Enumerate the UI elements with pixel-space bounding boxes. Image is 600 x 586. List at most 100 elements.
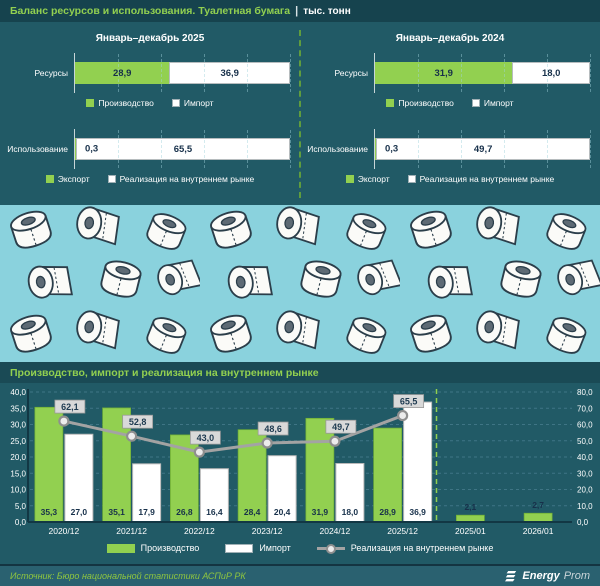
import-swatch [471, 99, 480, 107]
usage-legend: Экспорт Реализация на внутреннем рынке [300, 174, 600, 184]
export-segment: 0,3 [75, 138, 98, 160]
usage-row: Использование 0,3 65,5 [0, 129, 300, 169]
domestic-swatch [407, 175, 416, 183]
left-axis-tick: 25,0 [10, 437, 26, 446]
production-bar [456, 514, 485, 523]
line-value-box [393, 394, 425, 408]
production-segment: 28,9 [75, 62, 170, 84]
right-axis-tick: 30,0 [577, 469, 593, 478]
bar-value-label: 28,4 [244, 507, 261, 517]
gridline [590, 130, 591, 168]
panel-title: Январь–декабрь 2024 [395, 33, 505, 44]
legend-label: Реализация на внутреннем рынке [119, 174, 255, 184]
line-value-box [54, 399, 86, 414]
resources-row: Ресурсы 31,9 18,0 [300, 53, 600, 93]
line-point [397, 409, 409, 422]
export-segment: 0,3 [375, 138, 398, 160]
segment-value: 36,9 [220, 67, 239, 79]
export-swatch [345, 175, 354, 183]
domestic-segment: 65,5 [75, 138, 290, 160]
usage-row: Использование 0,3 49,7 [300, 129, 600, 169]
import-bar [64, 433, 94, 523]
unit-label: тыс. тонн [303, 5, 351, 17]
gridline [161, 130, 162, 168]
gridline [204, 130, 205, 168]
x-axis-label: 2025/01 [455, 526, 486, 536]
line-value-label: 52,8 [129, 417, 147, 427]
segment-value: 18,0 [541, 67, 561, 79]
left-axis-tick: 20,0 [10, 453, 26, 462]
row-label: Использование [307, 144, 368, 154]
title-separator: | [295, 5, 299, 17]
resources-legend: Производство Импорт [0, 98, 300, 108]
production-bar [34, 406, 64, 523]
line-value-box [189, 430, 221, 445]
axis-line [74, 129, 75, 169]
gridline [547, 130, 548, 168]
usage-bar: 0,3 65,5 [74, 129, 291, 169]
legend-label: Производство [98, 98, 154, 108]
legend-import: Импорт [225, 543, 291, 553]
x-axis-label: 2023/12 [252, 526, 283, 536]
line-value-label: 49,7 [332, 422, 350, 432]
energyprom-logo: Energy Prom [505, 570, 590, 583]
line-point [58, 415, 70, 427]
domestic-swatch [107, 175, 116, 183]
bar-value-label: 16,4 [206, 507, 223, 517]
usage-legend: Экспорт Реализация на внутреннем рынке [0, 174, 300, 184]
toilet-roll-pattern-icon [0, 205, 600, 362]
gridline [504, 54, 505, 92]
line-value-label: 48,6 [264, 424, 282, 434]
gridline [461, 130, 462, 168]
balance-section: Январь–декабрь 2025 Ресурсы 28,9 36,9 Пр… [0, 22, 600, 205]
right-axis-tick: 10,0 [577, 502, 593, 511]
line-value-box [122, 414, 154, 429]
right-axis-tick: 80,0 [577, 388, 593, 397]
x-axis-label: 2021/12 [116, 526, 147, 536]
import-bar [267, 455, 297, 523]
bar-value-label: 28,9 [379, 507, 396, 517]
bar-value-label: 18,0 [342, 507, 359, 517]
left-axis-tick: 40,0 [10, 388, 26, 397]
line-point [193, 446, 205, 458]
bar-value-label: 35,3 [41, 507, 58, 517]
right-axis-tick: 60,0 [577, 421, 593, 430]
gridline [547, 54, 548, 92]
gridline [418, 54, 419, 92]
bar-value-label: 2,1 [464, 502, 476, 512]
legend-label: Импорт [483, 98, 514, 108]
balance-panel-2024: Январь–декабрь 2024 Ресурсы 31,9 18,0 Пр… [300, 22, 600, 205]
production-bar [523, 512, 553, 523]
source-note: Источник: Бюро национальной статистики А… [10, 571, 246, 581]
gridline [161, 54, 162, 92]
gridline [247, 54, 248, 92]
balance-panel-2025: Январь–декабрь 2025 Ресурсы 28,9 36,9 Пр… [0, 22, 300, 205]
x-axis-label: 2022/12 [184, 526, 215, 536]
axis-line [374, 53, 375, 93]
production-swatch [106, 543, 135, 553]
x-axis-label: 2024/12 [320, 526, 351, 536]
bar-value-label: 2,7 [532, 500, 544, 510]
legend-label: Реализация на внутреннем рынке [419, 174, 555, 184]
resources-bar: 31,9 18,0 [374, 53, 591, 93]
gridline [118, 54, 119, 92]
gridline [204, 54, 205, 92]
import-bar [403, 401, 433, 523]
gridline [504, 130, 505, 168]
import-segment: 36,9 [169, 62, 290, 84]
domestic-segment: 49,7 [376, 138, 590, 160]
gridline [290, 54, 291, 92]
production-bar [373, 427, 402, 523]
gridline [290, 130, 291, 168]
brand-light: Prom [563, 570, 590, 582]
import-bar [335, 463, 365, 523]
bar-value-label: 27,0 [71, 507, 88, 517]
import-swatch [171, 99, 180, 107]
legend-label: Реализация на внутреннем рынке [350, 543, 494, 553]
header-bar: Баланс ресурсов и использования. Туалетн… [0, 0, 600, 22]
line-point [261, 437, 273, 449]
line-value-label: 65,5 [400, 397, 418, 407]
production-swatch [86, 99, 95, 107]
right-axis-tick: 70,0 [577, 404, 593, 413]
legend-label: Импорт [259, 543, 291, 553]
